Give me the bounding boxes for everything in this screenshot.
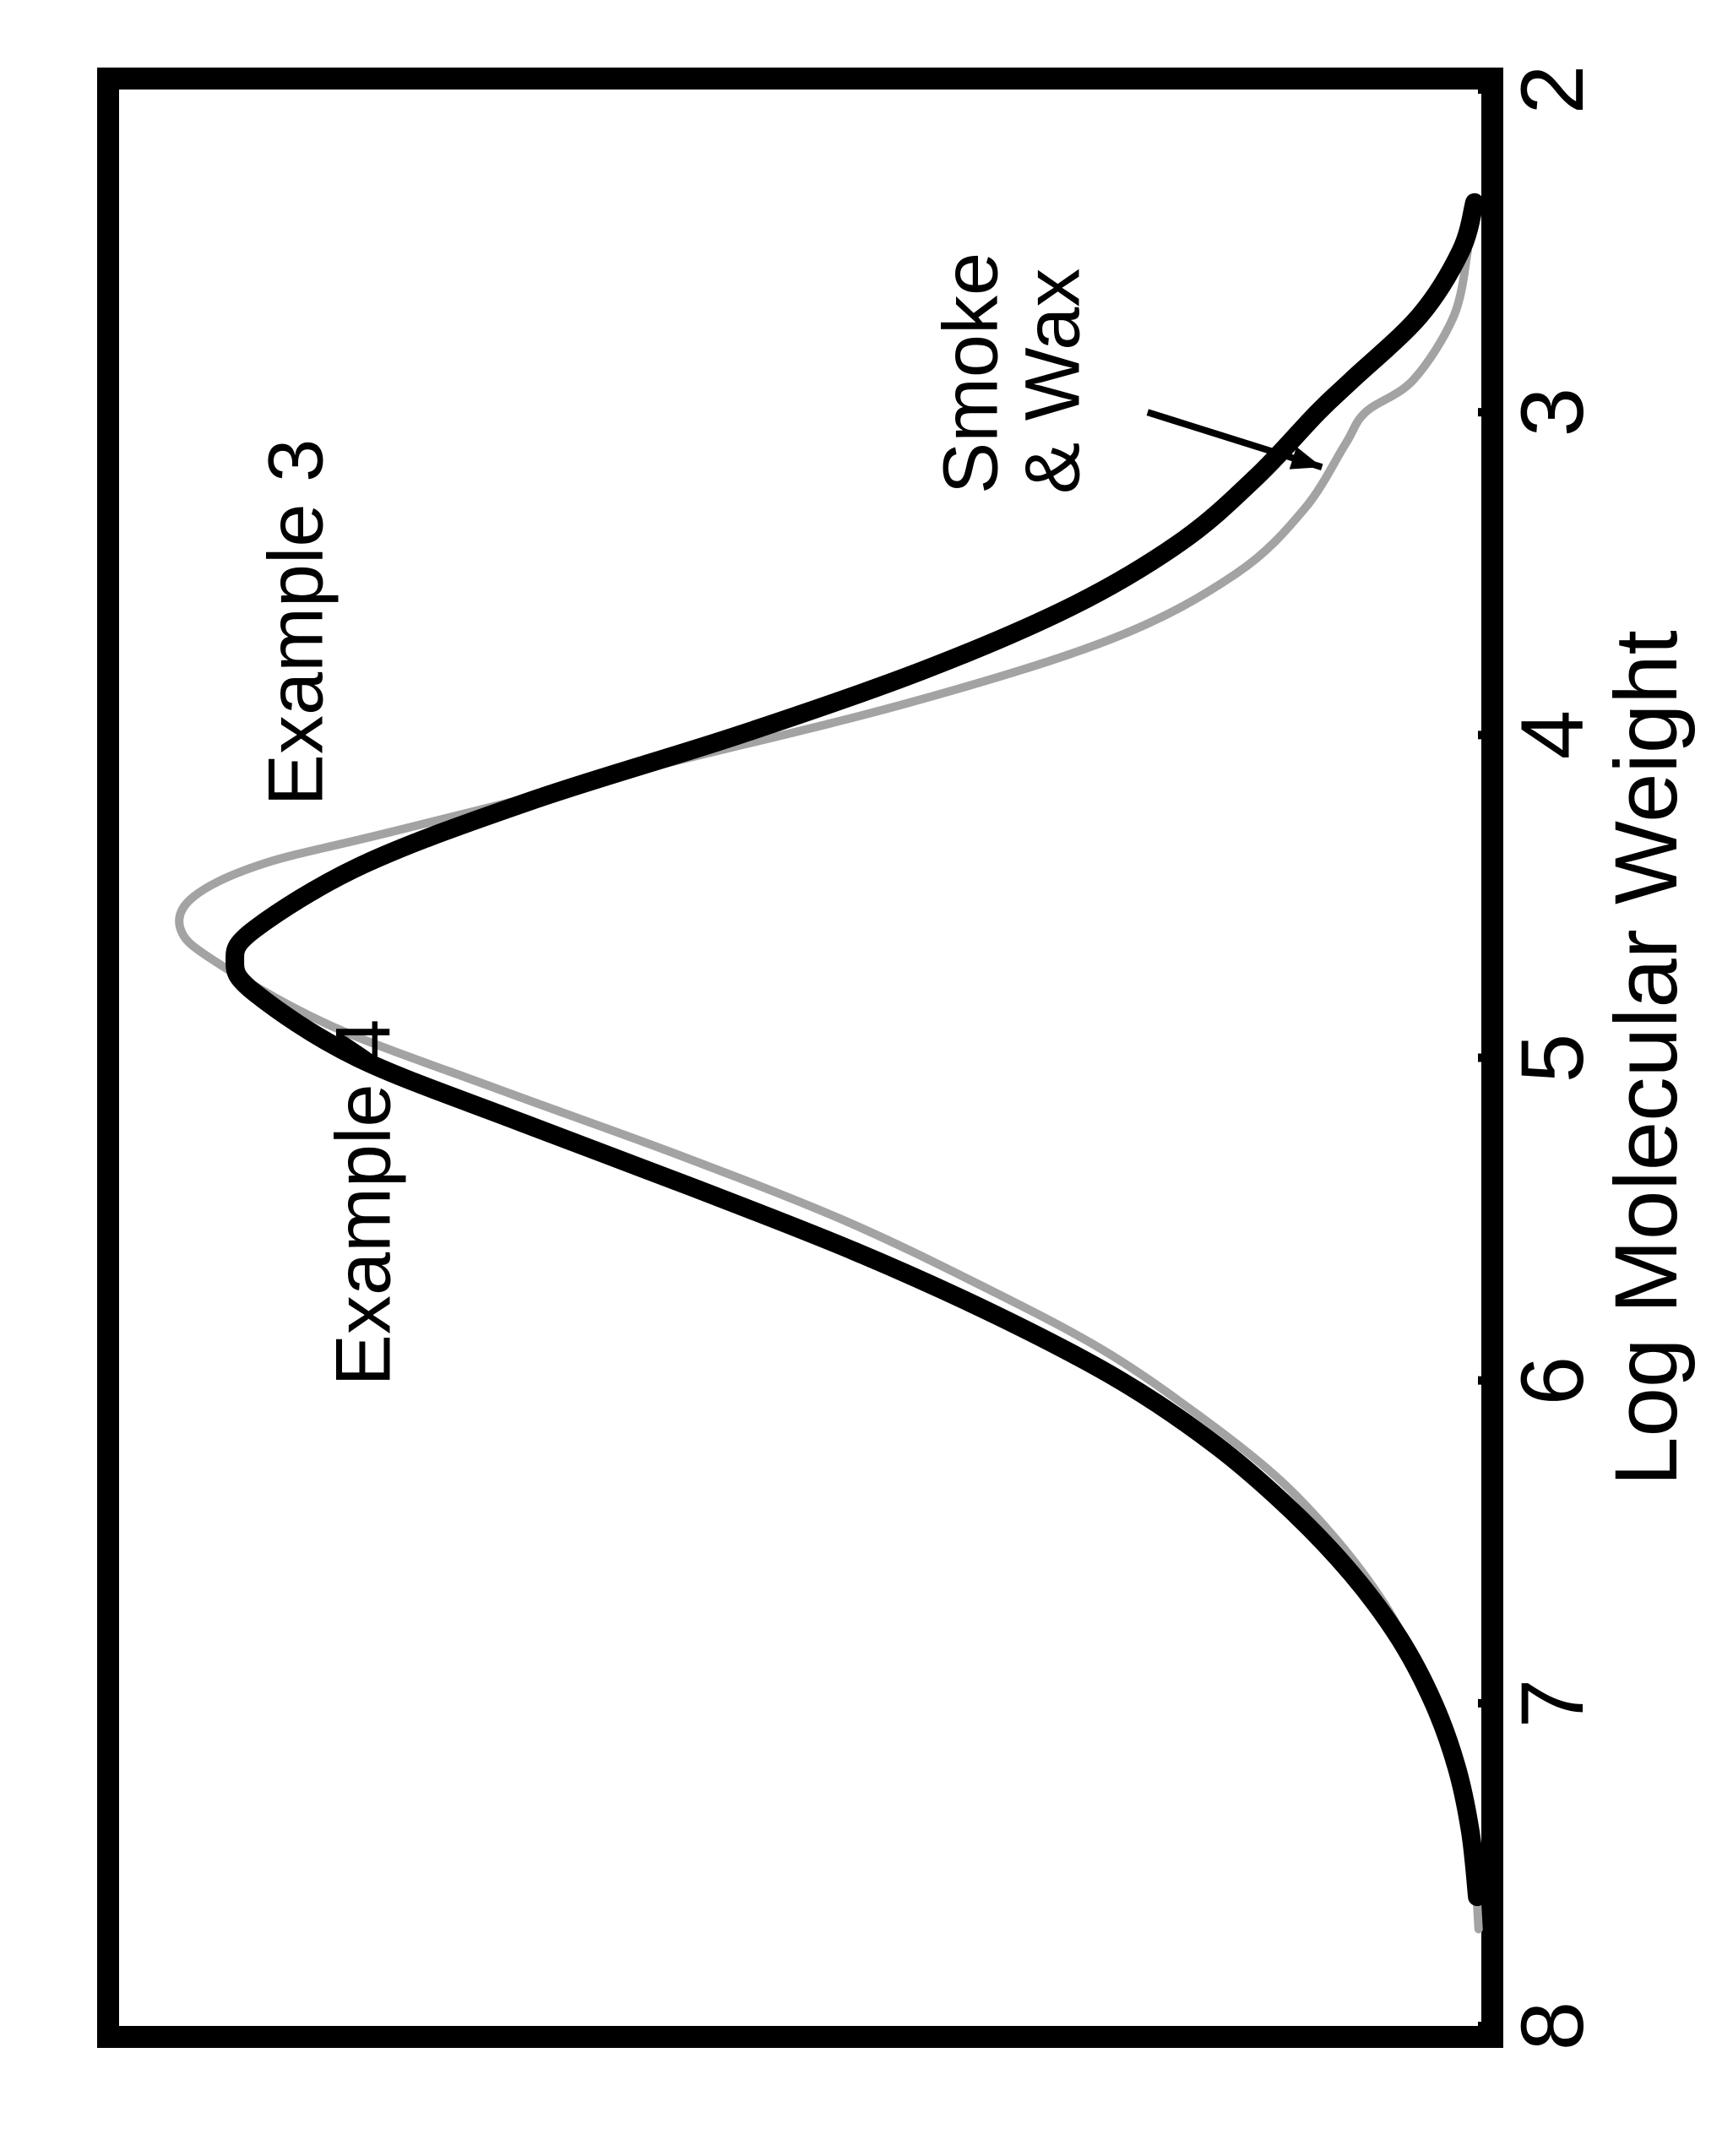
x-tick-label-3: 3 xyxy=(1502,388,1604,437)
label-smoke-line2: & Wax xyxy=(1009,269,1095,495)
x-tick-label-7: 7 xyxy=(1502,1679,1604,1728)
x-tick-label-2: 2 xyxy=(1502,65,1604,114)
x-tick-label-4: 4 xyxy=(1502,710,1604,759)
label-smoke-and-wax: Smoke & Wax xyxy=(930,253,1093,494)
x-tick-label-8: 8 xyxy=(1502,2001,1604,2050)
label-example4: Example 4 xyxy=(320,1019,409,1387)
figure-canvas: 2 3 4 5 6 7 8 Log Molecular Weight FIG. 1 Exam… xyxy=(0,0,1733,2156)
x-axis-label: Log Molecular Weight xyxy=(1596,630,1698,1486)
label-smoke-line1: Smoke xyxy=(927,253,1013,494)
x-tick-label-5: 5 xyxy=(1502,1033,1604,1082)
label-example3: Example 3 xyxy=(252,438,340,806)
x-tick-marks xyxy=(1478,90,1503,2026)
x-tick-label-6: 6 xyxy=(1502,1355,1604,1404)
figure-caption: FIG. 1 xyxy=(1729,929,1733,1187)
plot-svg xyxy=(0,0,1733,2156)
